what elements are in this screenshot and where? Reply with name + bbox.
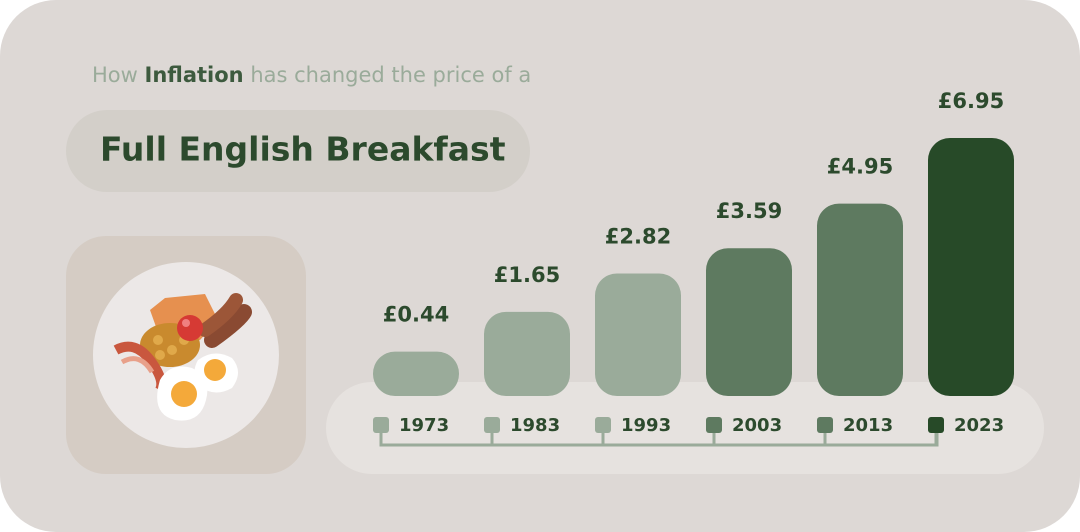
bar [373, 351, 459, 396]
legend-swatch [817, 417, 833, 433]
subtitle-emphasis: Inflation [145, 63, 244, 87]
legend-swatch [595, 417, 611, 433]
x-tick-label: 1983 [510, 415, 560, 436]
legend-swatch [373, 417, 389, 433]
legend-swatch [928, 417, 944, 433]
legend-swatch [706, 417, 722, 433]
x-tick-label: 2003 [732, 415, 782, 436]
value-label: £0.44 [383, 303, 449, 327]
title-pill [66, 110, 530, 192]
value-label: £2.82 [605, 224, 671, 248]
bar [928, 138, 1014, 396]
legend-swatch [484, 417, 500, 433]
subtitle-before: How [92, 63, 138, 87]
breakfast-illustration [66, 236, 306, 474]
chart-subtitle: How Inflation has changed the price of a [92, 63, 531, 87]
value-label: £1.65 [494, 263, 560, 287]
bar [706, 248, 792, 396]
value-label: £4.95 [827, 155, 893, 179]
bar [484, 311, 570, 396]
x-tick-label: 2023 [954, 415, 1004, 436]
x-tick-label: 2013 [843, 415, 893, 436]
subtitle-after: has changed the price of a [250, 63, 531, 87]
x-tick-label: 1993 [621, 415, 671, 436]
chart-title: Full English Breakfast [100, 130, 506, 169]
bar [817, 203, 903, 396]
value-label: £3.59 [716, 199, 782, 223]
value-label: £6.95 [938, 89, 1004, 113]
timeline-pill [326, 382, 1044, 474]
bar [595, 273, 681, 396]
x-tick-label: 1973 [399, 415, 449, 436]
